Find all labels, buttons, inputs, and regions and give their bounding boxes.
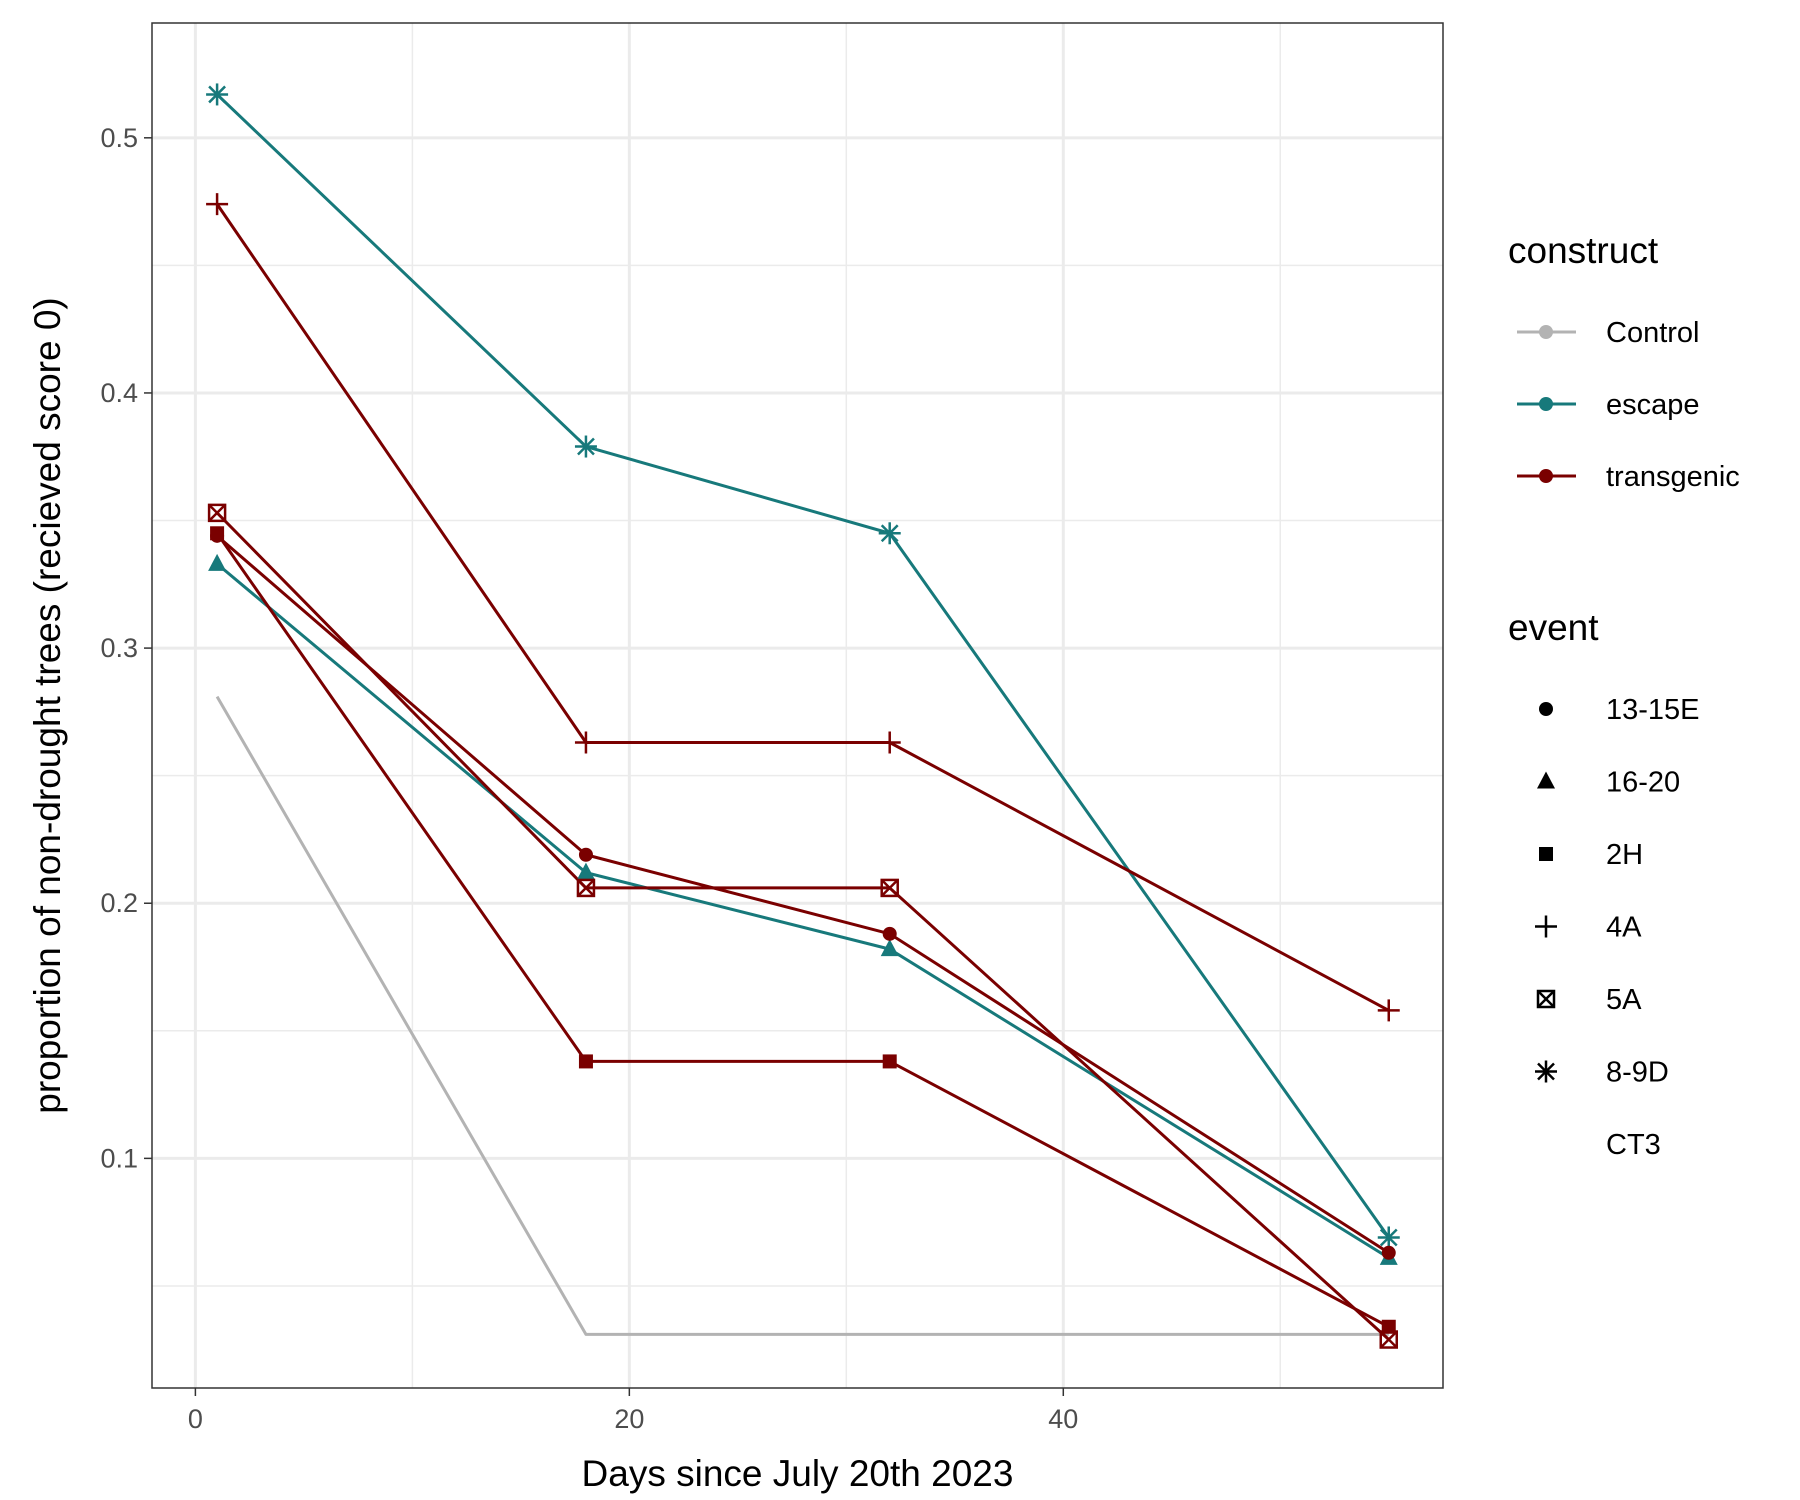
- series-points: [206, 83, 1400, 1349]
- series-line-control-ct3: [215, 695, 1389, 1336]
- marker-stroke: [208, 85, 226, 104]
- data-point-2h: [1381, 1319, 1396, 1334]
- legend-key-square: [1539, 847, 1553, 861]
- legend-construct: construct Control escape transgenic: [1508, 230, 1740, 493]
- data-point-13-15e: [1381, 1245, 1396, 1260]
- x-tick-label: 0: [188, 1404, 203, 1434]
- data-point-8-9d: [1377, 1226, 1400, 1249]
- data-point-2h: [882, 1054, 897, 1069]
- legend-event-label: 16-20: [1606, 767, 1680, 799]
- marker-stroke: [207, 503, 227, 523]
- data-point-4a: [878, 731, 901, 754]
- y-tick-label: 0.1: [100, 1143, 138, 1173]
- legend-key-circle: [1539, 702, 1553, 716]
- data-point-16-20: [880, 939, 899, 957]
- marker-stroke: [1537, 1062, 1555, 1081]
- legend-construct-label: Control: [1606, 317, 1700, 349]
- marker-stroke: [880, 878, 899, 898]
- legend-key-point: [1539, 325, 1553, 339]
- series-line-transgenic-2h: [215, 532, 1390, 1329]
- legend-construct-label: escape: [1606, 389, 1700, 421]
- y-tick-label: 0.4: [100, 378, 138, 408]
- legend-key-point: [1539, 469, 1553, 483]
- data-point-5a: [207, 503, 227, 523]
- data-point-16-20: [208, 553, 227, 571]
- series-line-transgenic-5a: [216, 511, 1390, 1341]
- legend-event: event 13-15E 16-20 2H 4A 5A 8-9D CT3: [1508, 607, 1700, 1161]
- legend-key-triangle: [1537, 771, 1555, 789]
- marker-stroke: [577, 437, 595, 456]
- y-tick-label: 0.2: [100, 888, 138, 918]
- data-point-8-9d: [878, 522, 901, 545]
- legend-key-boxed-x: [1536, 989, 1556, 1009]
- legend-event-label: 4A: [1606, 912, 1642, 944]
- marker-stroke: [880, 524, 899, 543]
- legend-event-label: 5A: [1606, 984, 1642, 1016]
- data-point-5a: [880, 878, 899, 898]
- series-line-transgenic-4a: [215, 203, 1390, 1012]
- x-axis-title: Days since July 20th 2023: [582, 1453, 1014, 1494]
- series-lines: [215, 93, 1390, 1341]
- series-line-escape-8-9d: [216, 93, 1390, 1239]
- y-axis-title: proportion of non-drought trees (recieve…: [27, 297, 68, 1114]
- y-tick-label: 0.3: [100, 633, 138, 663]
- legend-event-label: 2H: [1606, 839, 1643, 871]
- x-tick-label: 20: [614, 1404, 644, 1434]
- data-point-4a: [1377, 999, 1400, 1022]
- data-point-4a: [206, 193, 229, 216]
- marker-stroke: [1379, 1228, 1398, 1247]
- legend-construct-label: transgenic: [1606, 461, 1740, 493]
- legend-event-title: event: [1508, 607, 1599, 648]
- marker-stroke: [1379, 1330, 1398, 1349]
- legend-key-plus: [1535, 915, 1557, 938]
- y-tick-label: 0.5: [100, 123, 138, 153]
- panel-border: [151, 22, 1444, 1389]
- data-point-8-9d: [206, 83, 229, 106]
- series-line-escape-16-20: [216, 562, 1390, 1260]
- legend-event-label: 8-9D: [1606, 1057, 1669, 1089]
- marker-stroke: [576, 878, 596, 898]
- marker-stroke: [577, 879, 595, 897]
- data-point-16-20: [576, 862, 595, 880]
- legend-key-asterisk: [1535, 1060, 1557, 1083]
- data-point-4a: [574, 731, 597, 754]
- marker-stroke: [208, 503, 226, 522]
- data-point-13-15e: [578, 847, 593, 862]
- data-point-2h: [210, 526, 225, 541]
- legend-event-label: 13-15E: [1606, 694, 1700, 726]
- data-point-13-15e: [882, 926, 897, 941]
- marker-stroke: [880, 879, 899, 897]
- legend-event-label: CT3: [1606, 1129, 1661, 1161]
- grid: [152, 23, 1443, 1388]
- legend-key-point: [1539, 397, 1553, 411]
- data-point-5a: [576, 878, 596, 898]
- marker-stroke: [1536, 989, 1556, 1009]
- marker-stroke: [1537, 990, 1555, 1008]
- series-line-transgenic-13-15e: [216, 534, 1390, 1255]
- data-point-8-9d: [574, 435, 597, 458]
- x-tick-label: 40: [1048, 1404, 1078, 1434]
- data-point-2h: [578, 1054, 593, 1069]
- axis-ticks: 0 20 40 0.1 0.2 0.3 0.4 0.5: [100, 123, 1078, 1434]
- legend-construct-title: construct: [1508, 230, 1659, 271]
